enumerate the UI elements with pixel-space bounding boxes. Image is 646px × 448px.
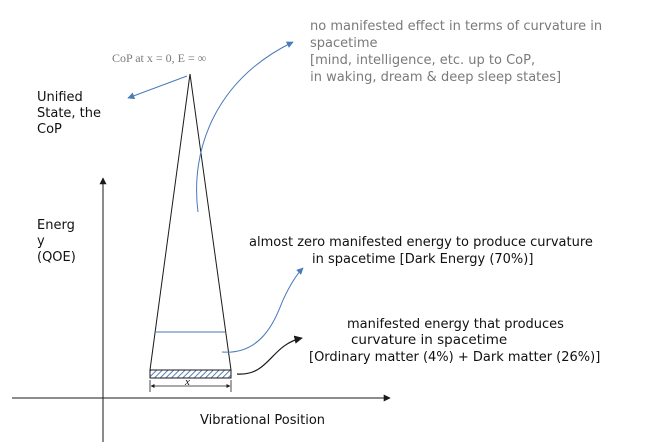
- unified-state-label-line2: State, the: [37, 106, 102, 121]
- bottom-annotation-arrow: [236, 335, 303, 375]
- unified-state-label-line3: CoP: [37, 122, 62, 137]
- x-axis-label: Vibrational Position: [200, 413, 326, 428]
- top-annotation-line4: in waking, dream & deep sleep states]: [306, 70, 562, 85]
- unified-state-label-line1: Unified: [37, 90, 83, 105]
- cop-point-label: CoP at x = 0, E = ∞: [112, 51, 207, 65]
- middle-annotation-line1: almost zero manifested energy to produce…: [249, 235, 593, 250]
- energy-axis-label-line1: Energ: [37, 218, 75, 233]
- cone-left-edge: [149, 73, 191, 371]
- bottom-annotation-line2: curvature in spacetime: [351, 332, 508, 348]
- top-annotation-arrow: [196, 41, 294, 213]
- cop-to-unified-arrow: [127, 75, 188, 100]
- energy-axis-label-line2: y: [37, 234, 45, 249]
- manifested-energy-band: [149, 369, 232, 379]
- middle-annotation-line2: in spacetime [Dark Energy (70%)]: [312, 252, 534, 267]
- top-annotation-line2: spacetime: [310, 36, 378, 51]
- bottom-annotation-line3: [Ordinary matter (4%) + Dark matter (26%…: [309, 350, 601, 365]
- width-marker-label: x: [185, 376, 190, 388]
- middle-annotation-arrow: [221, 267, 304, 353]
- cone-right-edge: [189, 73, 232, 371]
- energy-axis-label-line3: (QOE): [37, 250, 76, 265]
- top-annotation-line3: [mind, intelligence, etc. up to CoP,: [310, 53, 536, 68]
- bottom-annotation-line1: manifested energy that produces: [347, 317, 564, 332]
- top-annotation-line1: no manifested effect in terms of curvatu…: [310, 19, 603, 34]
